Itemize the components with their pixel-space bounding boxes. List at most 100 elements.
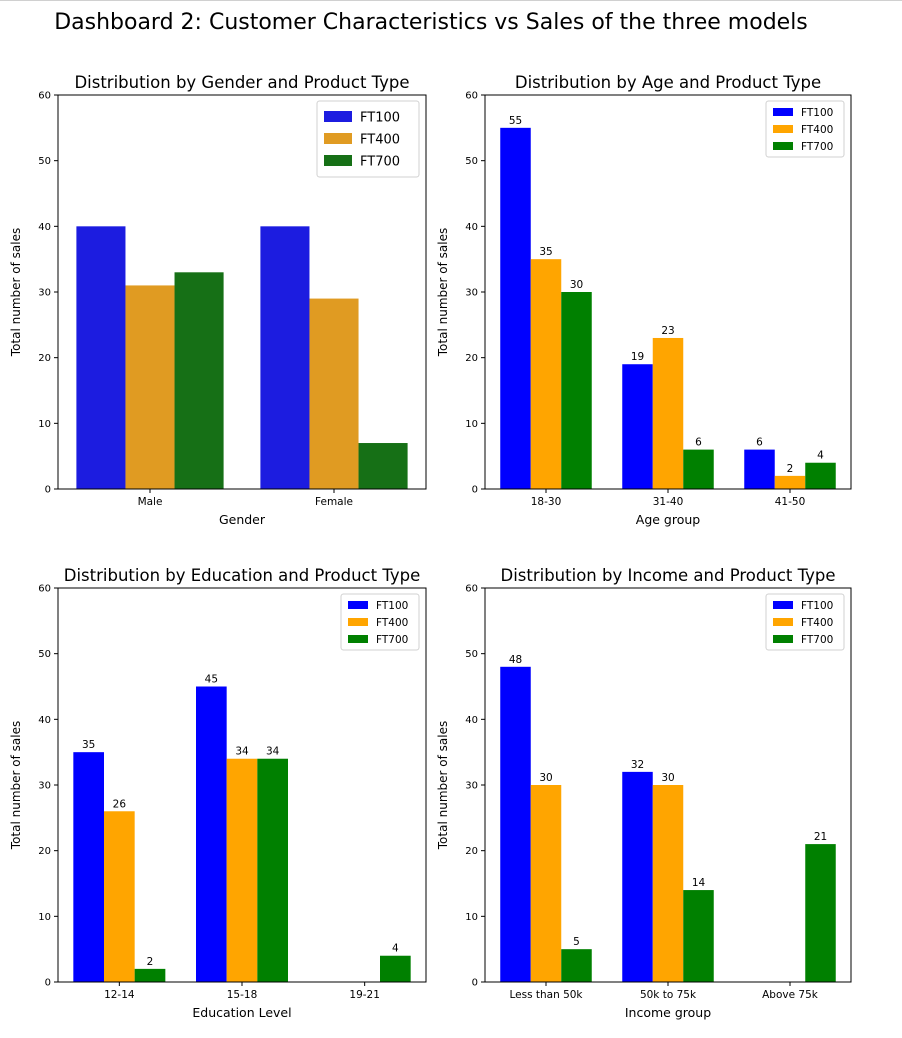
legend: FT100 FT400 FT700 (316, 100, 420, 178)
legend-label: FT100 (360, 111, 400, 126)
bar-ft400-18-30 (530, 259, 562, 489)
y-tick-label: 10 (465, 419, 478, 430)
x-tick-label: Less than 50k (509, 989, 583, 1001)
bar-value-label: 6 (756, 437, 763, 449)
bar-ft100-31-40 (622, 364, 653, 489)
y-axis-label: Total number of sales (436, 721, 450, 850)
x-tick-label: 31-40 (653, 496, 684, 508)
legend-swatch-ft400 (324, 133, 352, 144)
y-tick-label: 0 (472, 978, 478, 989)
y-tick-label: 40 (38, 222, 51, 233)
bar-ft400-female (309, 298, 359, 489)
bar-value-label: 26 (113, 798, 127, 810)
y-tick-label: 0 (45, 978, 51, 989)
legend: FT100 FT400 FT700 (765, 593, 845, 651)
y-tick-label: 20 (38, 353, 51, 364)
y-axis-label: Total number of sales (9, 228, 23, 357)
bar-ft700-less-than-50k (561, 949, 592, 982)
bar-ft100-female (260, 226, 310, 489)
y-tick-label: 10 (38, 419, 51, 430)
plot-frame (57, 587, 427, 983)
y-tick-label: 40 (38, 715, 51, 726)
legend-label: FT700 (801, 141, 833, 153)
y-tick-label: 10 (465, 912, 478, 923)
bar-ft700-female (358, 443, 408, 489)
chart-title: Distribution by Education and Product Ty… (64, 566, 420, 585)
bar-value-label: 45 (205, 674, 218, 686)
bar-value-label: 30 (570, 279, 583, 291)
bar-ft100-18-30 (500, 127, 531, 489)
chart-panel-3: Distribution by Education and Product Ty… (9, 566, 427, 1020)
bar-value-label: 35 (539, 246, 552, 258)
legend-label: FT700 (360, 155, 400, 170)
bar-ft400-15-18 (226, 758, 258, 982)
bar-ft700-31-40 (683, 449, 714, 489)
legend-swatch-ft100 (324, 111, 352, 122)
bar-value-label: 23 (661, 325, 674, 337)
y-axis-label: Total number of sales (9, 721, 23, 850)
bar-ft400-less-than-50k (530, 785, 562, 982)
bar-value-label: 30 (539, 772, 552, 784)
y-tick-label: 40 (465, 222, 478, 233)
y-tick-label: 30 (465, 781, 478, 792)
legend-label: FT400 (801, 617, 833, 629)
bar-ft700-18-30 (561, 292, 592, 489)
bar-value-label: 14 (692, 877, 706, 889)
x-tick-label: 12-14 (104, 989, 135, 1001)
x-axis-label: Income group (625, 1005, 711, 1020)
bar-ft400-male (125, 285, 175, 489)
x-tick-label: 15-18 (227, 989, 258, 1001)
bar-ft100-male (76, 226, 126, 489)
x-tick-label: Above 75k (762, 989, 819, 1001)
bar-ft100-41-50 (744, 449, 775, 489)
top-rule (0, 0, 902, 1)
y-tick-label: 60 (465, 91, 478, 102)
chart-panel-2: Distribution by Age and Product Type 0 10 2… (436, 73, 852, 527)
legend-label: FT100 (801, 600, 833, 612)
bar-ft400-12-14 (104, 811, 135, 982)
bar-ft700-male (174, 272, 224, 489)
plot-frame (484, 587, 852, 983)
plot-frame (484, 94, 852, 490)
legend-swatch-ft100 (773, 108, 793, 116)
legend-swatch-ft400 (773, 618, 793, 626)
bar-ft700-19-21 (380, 955, 411, 982)
bar-ft700-15-18 (257, 758, 288, 982)
bar-ft100-12-14 (73, 752, 104, 982)
bar-ft400-31-40 (652, 337, 684, 489)
bar-value-label: 6 (695, 437, 702, 449)
legend-label: FT400 (801, 124, 833, 136)
x-tick-label: 19-21 (349, 989, 380, 1001)
legend-label: FT100 (801, 107, 833, 119)
legend-swatch-ft100 (773, 601, 793, 609)
y-tick-label: 10 (38, 912, 51, 923)
bar-value-label: 4 (392, 943, 399, 955)
y-tick-label: 0 (45, 485, 51, 496)
legend-swatch-ft100 (348, 601, 368, 609)
bar-ft100-50k-to-75k (622, 771, 653, 982)
y-tick-label: 30 (38, 288, 51, 299)
y-tick-label: 20 (465, 353, 478, 364)
chart-title: Distribution by Gender and Product Type (74, 73, 409, 92)
legend-swatch-ft400 (773, 125, 793, 133)
x-axis-label: Age group (636, 512, 701, 527)
x-axis-label: Gender (219, 512, 266, 527)
bar-ft100-15-18 (196, 686, 227, 982)
y-tick-label: 20 (465, 846, 478, 857)
bar-value-label: 55 (509, 115, 522, 127)
chart-title: Distribution by Age and Product Type (515, 73, 821, 92)
y-axis-label: Total number of sales (436, 228, 450, 357)
legend: FT100 FT400 FT700 (340, 593, 420, 651)
bar-ft100-less-than-50k (500, 666, 531, 982)
x-tick-label: 50k to 75k (640, 989, 697, 1001)
y-tick-label: 60 (38, 584, 51, 595)
bar-value-label: 2 (787, 463, 794, 475)
legend-label: FT700 (376, 634, 408, 646)
plot-frame (57, 94, 427, 490)
bar-value-label: 32 (631, 759, 644, 771)
bar-value-label: 34 (266, 746, 280, 758)
y-tick-label: 60 (38, 91, 51, 102)
bar-value-label: 48 (509, 654, 522, 666)
legend-label: FT100 (376, 600, 408, 612)
